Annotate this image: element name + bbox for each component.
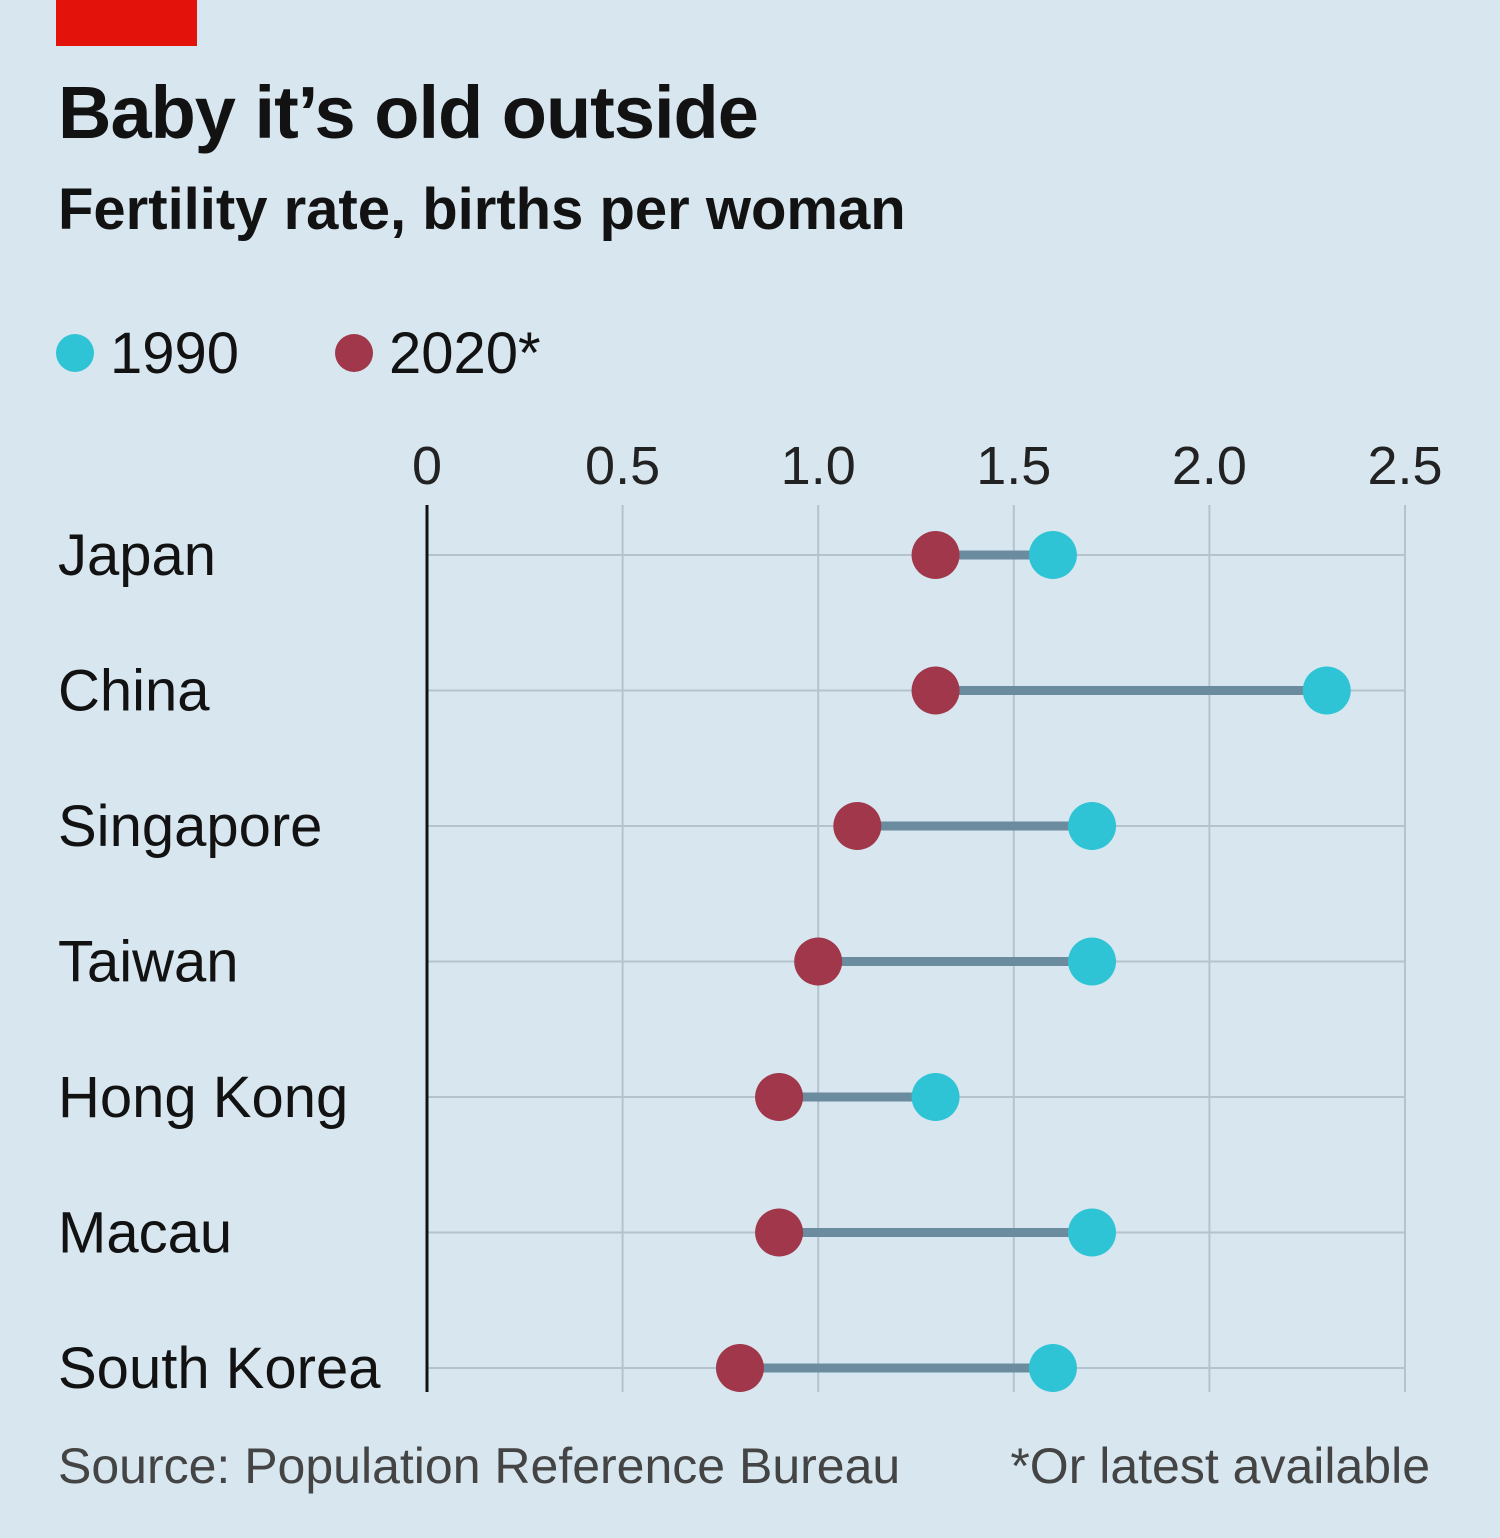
point-2020	[755, 1073, 804, 1121]
x-tick-label: 1.0	[781, 436, 856, 496]
point-2020	[911, 666, 960, 715]
category-label: China	[58, 659, 210, 724]
x-tick-label: 0.5	[585, 436, 660, 496]
point-1990	[1028, 531, 1077, 579]
category-label: Japan	[58, 523, 216, 588]
source-note: Source: Population Reference Bureau	[58, 1438, 901, 1494]
legend-dot-1990	[56, 334, 94, 372]
point-1990	[911, 1073, 960, 1121]
chart-title: Baby it’s old outside	[58, 71, 759, 154]
x-tick-label: 1.5	[976, 436, 1051, 496]
x-tick-label: 0	[412, 436, 442, 496]
point-2020	[833, 802, 882, 850]
footnote: *Or latest available	[1010, 1438, 1430, 1494]
category-label: Singapore	[58, 794, 322, 859]
point-2020	[755, 1208, 804, 1257]
category-label: Macau	[58, 1201, 232, 1266]
legend: 1990 2020*	[56, 318, 637, 388]
point-1990	[1068, 1208, 1117, 1257]
point-2020	[715, 1344, 764, 1392]
legend-label-1990: 1990	[110, 320, 240, 386]
category-label: Hong Kong	[58, 1065, 348, 1130]
point-1990	[1068, 937, 1117, 986]
legend-label-2020: 2020*	[389, 320, 541, 386]
point-1990	[1028, 1344, 1077, 1392]
category-label: South Korea	[58, 1336, 381, 1401]
brand-red-tag	[56, 0, 197, 46]
x-tick-label: 2.5	[1367, 436, 1442, 496]
legend-item-1990: 1990	[56, 320, 239, 387]
point-2020	[794, 937, 843, 986]
point-1990	[1068, 802, 1117, 850]
category-label: Taiwan	[58, 930, 239, 995]
legend-dot-2020	[335, 334, 374, 372]
x-tick-label: 2.0	[1172, 436, 1247, 496]
point-2020	[911, 531, 960, 579]
legend-item-2020: 2020*	[335, 320, 541, 387]
chart-subtitle: Fertility rate, births per woman	[58, 177, 906, 242]
point-1990	[1302, 666, 1351, 715]
